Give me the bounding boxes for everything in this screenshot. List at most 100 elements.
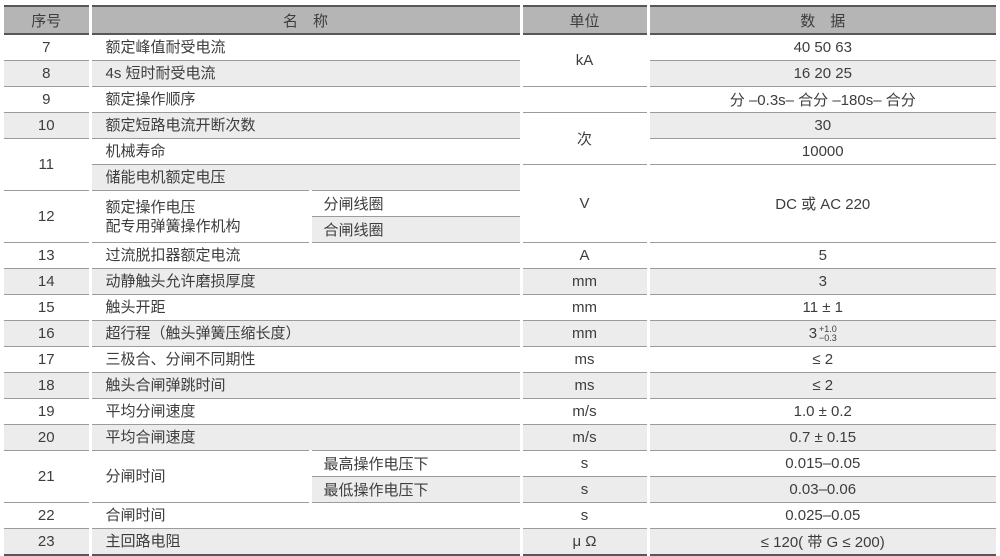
row18-name: 触头合闸弹跳时间 — [90, 372, 523, 399]
row17-data: ≤ 2 — [648, 346, 997, 373]
row12-serial: 12 — [4, 190, 92, 243]
row10-name: 额定短路电流开断次数 — [90, 112, 523, 139]
row21a-unit: s — [521, 450, 650, 477]
row21b-data: 0.03–0.06 — [648, 476, 997, 503]
rows10-11-unit: 次 — [521, 112, 650, 165]
table-row: 14 动静触头允许磨损厚度 mm 3 — [4, 268, 997, 295]
row22-name: 合闸时间 — [90, 502, 523, 529]
row16-data: 3 +1.0 −0.3 — [648, 320, 997, 347]
row16-data-tolerance: +1.0 −0.3 — [819, 323, 837, 343]
row16-name: 超行程（触头弹簧压缩长度） — [90, 320, 523, 347]
row13-name: 过流脱扣器额定电流 — [90, 242, 523, 269]
row16-data-upper: +1.0 — [819, 323, 837, 334]
header-row: 序号 名 称 单位 数 据 — [4, 5, 997, 35]
rows11-12-data: DC 或 AC 220 — [648, 164, 997, 243]
row10-data: 30 — [648, 112, 997, 139]
row21-sub-min-voltage: 最低操作电压下 — [310, 476, 523, 503]
table-row: 20 平均合闸速度 m/s 0.7 ± 0.15 — [4, 424, 997, 451]
table-row: 17 三极合、分闸不同期性 ms ≤ 2 — [4, 346, 997, 373]
table-row: 13 过流脱扣器额定电流 A 5 — [4, 242, 997, 269]
row23-serial: 23 — [4, 528, 92, 556]
row16-unit: mm — [521, 320, 650, 347]
row15-data: 11 ± 1 — [648, 294, 997, 321]
row21-serial: 21 — [4, 450, 92, 503]
row21-name: 分闸时间 — [90, 450, 312, 503]
row9-data: 分 –0.3s– 合分 –180s– 合分 — [648, 86, 997, 113]
row8-serial: 8 — [4, 60, 92, 87]
row8-name: 4s 短时耐受电流 — [90, 60, 523, 87]
header-serial: 序号 — [4, 5, 92, 35]
table-row: 23 主回路电阻 μ Ω ≤ 120( 带 G ≤ 200) — [4, 528, 997, 556]
row12-name-line1: 额定操作电压 — [105, 198, 196, 216]
table-row: 8 4s 短时耐受电流 16 20 25 — [4, 60, 997, 87]
row20-name: 平均合闸速度 — [90, 424, 523, 451]
spec-table: 序号 名 称 单位 数 据 7 额定峰值耐受电流 kA 40 50 63 8 4… — [4, 5, 997, 556]
header-data: 数 据 — [648, 5, 997, 35]
row18-serial: 18 — [4, 372, 92, 399]
row16-data-base: 3 — [808, 325, 818, 343]
row14-unit: mm — [521, 268, 650, 295]
row23-unit: μ Ω — [521, 528, 650, 556]
row19-unit: m/s — [521, 398, 650, 425]
row13-unit: A — [521, 242, 650, 269]
table-row: 19 平均分闸速度 m/s 1.0 ± 0.2 — [4, 398, 997, 425]
table-row: 18 触头合闸弹跳时间 ms ≤ 2 — [4, 372, 997, 399]
row16-data-lower: −0.3 — [819, 332, 837, 343]
table-row: 22 合闸时间 s 0.025–0.05 — [4, 502, 997, 529]
rows7-8-unit: kA — [521, 33, 650, 87]
row17-name: 三极合、分闸不同期性 — [90, 346, 523, 373]
row19-name: 平均分闸速度 — [90, 398, 523, 425]
row20-serial: 20 — [4, 424, 92, 451]
row9-name: 额定操作顺序 — [90, 86, 523, 113]
row8-data: 16 20 25 — [648, 60, 997, 87]
table-row: 16 超行程（触头弹簧压缩长度） mm 3 +1.0 −0.3 — [4, 320, 997, 347]
row9-serial: 9 — [4, 86, 92, 113]
table-row: 10 额定短路电流开断次数 次 30 — [4, 112, 997, 165]
row14-serial: 14 — [4, 268, 92, 295]
row17-unit: ms — [521, 346, 650, 373]
row22-data: 0.025–0.05 — [648, 502, 997, 529]
table-row: 21 分闸时间 最高操作电压下 s 0.015–0.05 — [4, 450, 997, 503]
row7-serial: 7 — [4, 33, 92, 61]
header-unit: 单位 — [521, 5, 650, 35]
row23-name: 主回路电阻 — [90, 528, 523, 556]
rows11-12-unit: V — [521, 164, 650, 243]
header-name: 名 称 — [90, 5, 523, 35]
row23-data: ≤ 120( 带 G ≤ 200) — [648, 528, 997, 556]
row22-serial: 22 — [4, 502, 92, 529]
table-row: 15 触头开距 mm 11 ± 1 — [4, 294, 997, 321]
row10-serial: 10 — [4, 112, 92, 139]
row20-unit: m/s — [521, 424, 650, 451]
row18-unit: ms — [521, 372, 650, 399]
row19-serial: 19 — [4, 398, 92, 425]
row12-name: 额定操作电压 配专用弹簧操作机构 — [90, 190, 312, 243]
row12-name-line2: 配专用弹簧操作机构 — [105, 217, 241, 235]
row7-data: 40 50 63 — [648, 33, 997, 61]
table-row: 最低操作电压下 s 0.03–0.06 — [4, 476, 997, 503]
row22-unit: s — [521, 502, 650, 529]
row12-sub-opening-coil: 分闸线圈 — [310, 190, 523, 217]
row17-serial: 17 — [4, 346, 92, 373]
row11-serial: 11 — [4, 138, 92, 191]
row11a-name: 机械寿命 — [90, 138, 523, 165]
row7-name: 额定峰值耐受电流 — [90, 33, 523, 61]
row21a-data: 0.015–0.05 — [648, 450, 997, 477]
row11b-name: 储能电机额定电压 — [90, 164, 523, 191]
row21b-unit: s — [521, 476, 650, 503]
row14-data: 3 — [648, 268, 997, 295]
row11a-data: 10000 — [648, 138, 997, 165]
row12-sub-closing-coil: 合闸线圈 — [310, 216, 523, 243]
row9-unit — [521, 86, 650, 113]
table-row: 11 机械寿命 10000 — [4, 138, 997, 191]
table-row: 9 额定操作顺序 分 –0.3s– 合分 –180s– 合分 — [4, 86, 997, 113]
row20-data: 0.7 ± 0.15 — [648, 424, 997, 451]
row16-serial: 16 — [4, 320, 92, 347]
row14-name: 动静触头允许磨损厚度 — [90, 268, 523, 295]
row19-data: 1.0 ± 0.2 — [648, 398, 997, 425]
row13-serial: 13 — [4, 242, 92, 269]
table-row: 7 额定峰值耐受电流 kA 40 50 63 — [4, 33, 997, 87]
row21-sub-max-voltage: 最高操作电压下 — [310, 450, 523, 477]
row15-name: 触头开距 — [90, 294, 523, 321]
table-row: 储能电机额定电压 V DC 或 AC 220 — [4, 164, 997, 243]
